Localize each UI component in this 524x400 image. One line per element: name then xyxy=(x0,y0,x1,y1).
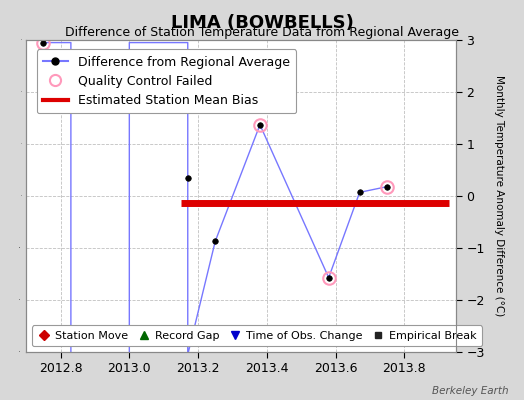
Text: Berkeley Earth: Berkeley Earth xyxy=(432,386,508,396)
Text: Difference of Station Temperature Data from Regional Average: Difference of Station Temperature Data f… xyxy=(65,26,459,39)
Legend: Station Move, Record Gap, Time of Obs. Change, Empirical Break: Station Move, Record Gap, Time of Obs. C… xyxy=(32,325,483,346)
Y-axis label: Monthly Temperature Anomaly Difference (°C): Monthly Temperature Anomaly Difference (… xyxy=(494,75,504,317)
Text: LIMA (BOWBELLS): LIMA (BOWBELLS) xyxy=(171,14,353,32)
